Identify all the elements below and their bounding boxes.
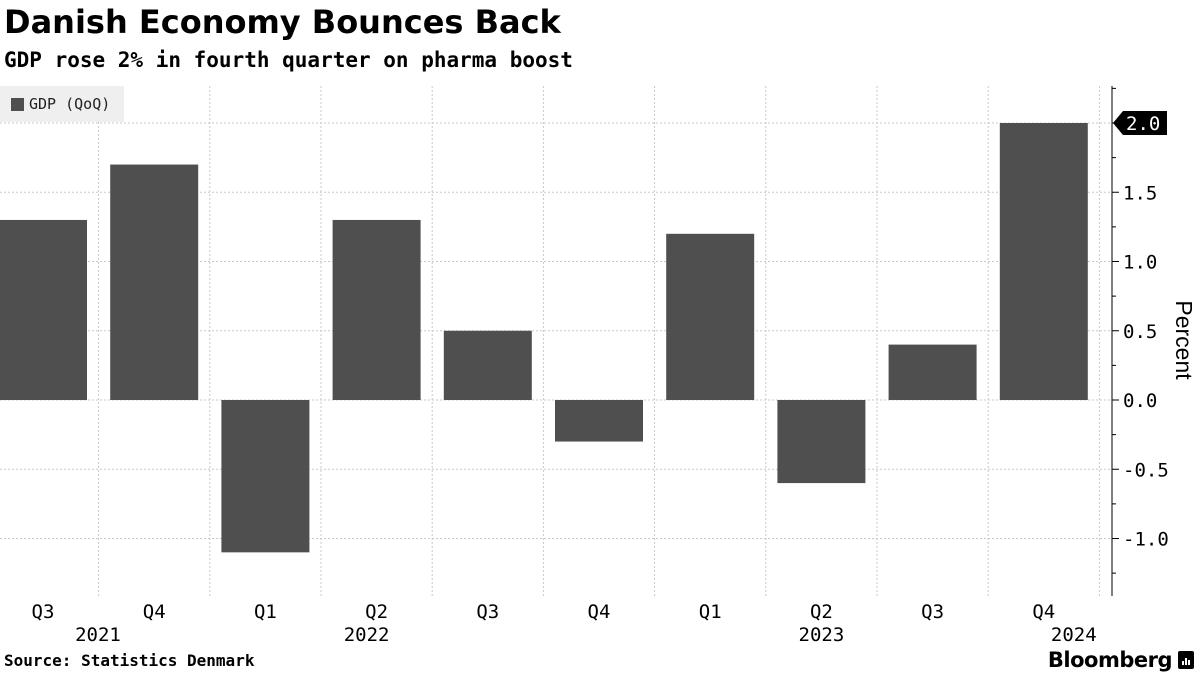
legend-label: GDP (QoQ)	[29, 95, 111, 113]
x-year-label: 2021	[75, 624, 121, 646]
gridlines	[0, 86, 1112, 596]
brand-name: Bloomberg	[1047, 648, 1173, 672]
y-tick-label: 1.5	[1123, 182, 1157, 204]
bar	[221, 400, 310, 553]
y-tick-label: 0.5	[1123, 321, 1157, 343]
y-axis-title: Percent	[1171, 300, 1197, 380]
source-note: Source: Statistics Denmark	[4, 651, 255, 670]
x-year-label: 2024	[1051, 624, 1097, 646]
bloomberg-chart-icon	[1178, 651, 1194, 669]
bar	[332, 219, 421, 400]
bar	[0, 219, 87, 400]
brand-logo: Bloomberg	[1048, 647, 1194, 673]
bar	[888, 344, 977, 400]
y-tick-label: -0.5	[1123, 459, 1169, 481]
bar	[999, 123, 1088, 400]
y-tick-label: 1.0	[1123, 252, 1157, 274]
last-value-label: 2.0	[1126, 113, 1160, 135]
x-tick-label: Q3	[921, 601, 944, 623]
x-tick-label: Q1	[699, 601, 722, 623]
chart-subtitle: GDP rose 2% in fourth quarter on pharma …	[4, 48, 573, 72]
x-tick-label: Q4	[143, 601, 166, 623]
chart-title: Danish Economy Bounces Back	[4, 3, 561, 41]
x-year-label: 2022	[344, 624, 390, 646]
last-value-callout	[1113, 111, 1167, 135]
bar	[777, 400, 866, 484]
bar	[666, 233, 755, 400]
x-tick-label: Q2	[365, 601, 388, 623]
x-tick-label: Q4	[1032, 601, 1055, 623]
legend-swatch	[11, 97, 24, 111]
x-tick-label: Q3	[476, 601, 499, 623]
legend: GDP (QoQ)	[0, 86, 124, 122]
bar	[555, 400, 643, 442]
bar	[110, 164, 199, 400]
bar	[443, 330, 532, 400]
x-tick-label: Q3	[32, 601, 55, 623]
x-tick-label: Q1	[254, 601, 277, 623]
y-axis: -1.0 -0.5 0.0 0.5 1.0 1.5 2.0 Percent	[1111, 86, 1197, 596]
y-tick-label: 0.0	[1123, 390, 1157, 412]
y-tick-label: -1.0	[1123, 529, 1169, 551]
x-axis-labels: Q3 Q4 Q1 Q2 Q3 Q4 Q1 Q2 Q3 Q4 2021 2022 2023 2024	[32, 601, 1097, 646]
x-year-label: 2023	[799, 624, 845, 646]
bars	[0, 123, 1088, 553]
x-tick-label: Q2	[810, 601, 833, 623]
x-tick-label: Q4	[588, 601, 611, 623]
